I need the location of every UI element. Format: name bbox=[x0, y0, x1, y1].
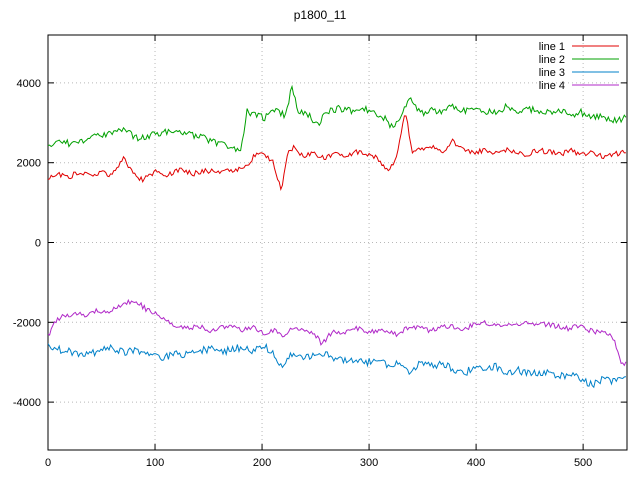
legend-label: line 3 bbox=[539, 67, 565, 79]
series-line-4 bbox=[48, 298, 627, 367]
chart-title: p1800_11 bbox=[293, 8, 347, 22]
x-tick-label: 100 bbox=[146, 457, 164, 469]
y-tick-label: -2000 bbox=[13, 317, 41, 329]
y-tick-label: 0 bbox=[35, 238, 41, 250]
series-line-1 bbox=[48, 115, 626, 192]
legend-label: line 2 bbox=[539, 54, 565, 66]
legend-label: line 4 bbox=[539, 80, 565, 92]
y-tick-label: -4000 bbox=[13, 397, 41, 409]
y-tick-label: 4000 bbox=[17, 78, 41, 90]
x-tick-label: 200 bbox=[253, 457, 271, 469]
series-line-3 bbox=[48, 342, 627, 389]
y-tick-label: 2000 bbox=[17, 158, 41, 170]
legend-label: line 1 bbox=[539, 41, 565, 53]
x-tick-label: 0 bbox=[45, 457, 51, 469]
x-tick-label: 400 bbox=[467, 457, 485, 469]
series-line-2 bbox=[48, 84, 627, 153]
x-tick-label: 300 bbox=[360, 457, 378, 469]
x-tick-label: 500 bbox=[574, 457, 592, 469]
